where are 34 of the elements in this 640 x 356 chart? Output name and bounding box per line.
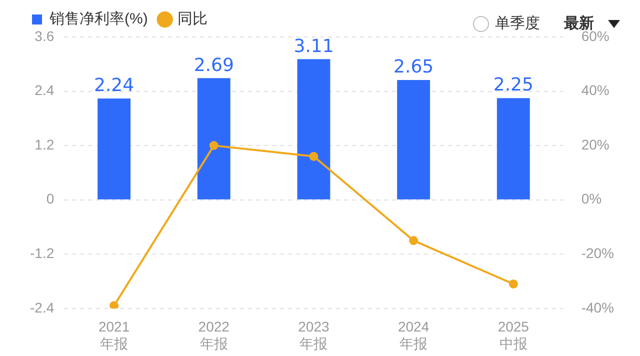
legend-label: 同比 [177, 10, 208, 28]
point [209, 141, 218, 150]
y-tick-label: 1.2 [34, 136, 54, 152]
y2-tick-label: 0% [581, 190, 602, 207]
x-tick-label: 2025 中报 [498, 318, 530, 352]
point [110, 301, 119, 308]
bar [297, 59, 330, 200]
y-tick-label: -1.2 [30, 244, 54, 261]
legend-label: 销售净利率(%) [48, 10, 148, 28]
y-tick-label: 3.6 [34, 28, 54, 44]
y-tick-label: 2.4 [34, 82, 54, 98]
text: 单季度 [495, 14, 540, 33]
point [508, 279, 518, 288]
bar [197, 78, 230, 200]
text: 2.25 [493, 74, 534, 96]
bar [98, 98, 131, 200]
bar [496, 98, 530, 200]
y2-tick-label: -40% [581, 299, 614, 316]
text: 3.11 [294, 36, 334, 57]
y2-tick-label: -20% [581, 244, 614, 261]
text: 2.69 [194, 54, 234, 76]
y-tick-label: -2.4 [30, 299, 54, 316]
y2-tick-label: 20% [581, 136, 610, 152]
y2-tick-label: 40% [581, 82, 610, 98]
x-tick-label: 2023 年报 [298, 318, 330, 352]
x-tick-label: 2024 年报 [398, 318, 430, 352]
x-tick-label: 2022 年报 [198, 318, 230, 352]
point [309, 152, 318, 161]
y-tick-label: 0 [46, 190, 54, 207]
text: 2.24 [94, 75, 134, 96]
bar [397, 80, 430, 200]
x-tick-label: 2021 年报 [98, 318, 130, 352]
point [409, 236, 418, 246]
text: 2.65 [394, 56, 434, 78]
